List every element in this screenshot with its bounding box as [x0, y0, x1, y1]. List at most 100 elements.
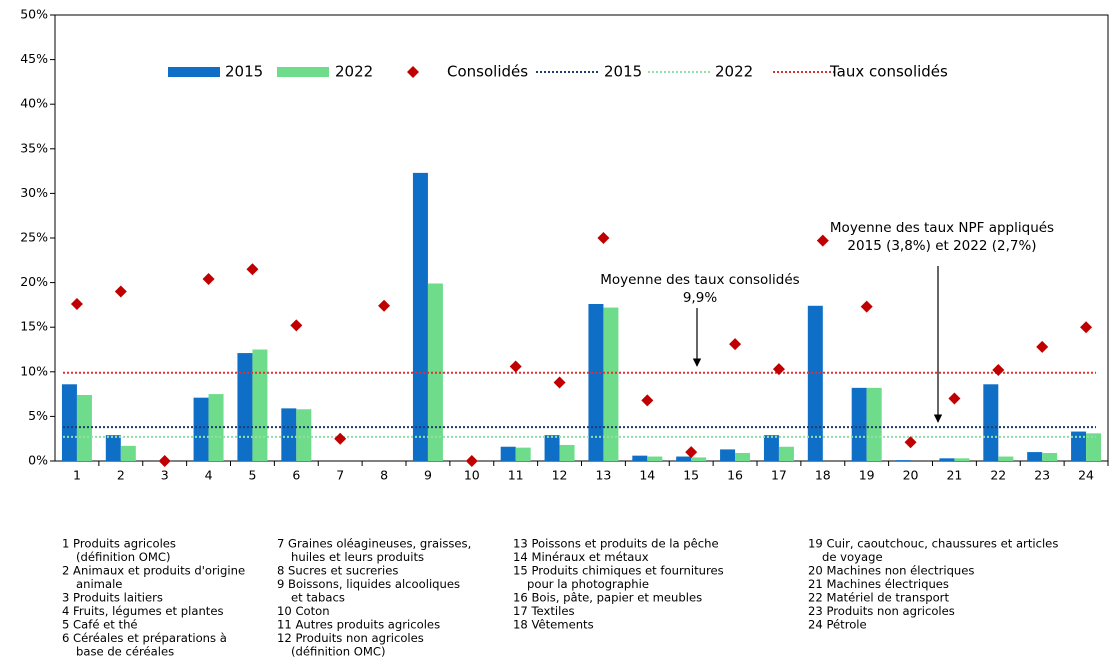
bar: [632, 455, 648, 461]
category-note: 12 Produits non agricoles: [277, 631, 424, 645]
category-note: 3 Produits laitiers: [62, 591, 163, 605]
bar: [281, 408, 297, 461]
y-tick-label: 0%: [28, 453, 48, 468]
category-note: 15 Produits chimiques et fournitures: [513, 564, 724, 578]
legend-swatch: [277, 67, 329, 77]
x-tick-label: 19: [859, 468, 875, 483]
diamond-marker: [158, 455, 171, 467]
bar: [105, 435, 121, 461]
category-note: 6 Céréales et préparations à: [62, 631, 227, 645]
bar: [252, 349, 268, 461]
bar: [895, 460, 911, 461]
category-note: 20 Machines non électriques: [808, 564, 974, 578]
bar: [778, 446, 794, 461]
category-note: 2 Animaux et produits d'origine: [62, 564, 245, 578]
x-tick-label: 5: [248, 468, 256, 483]
y-tick-label: 35%: [20, 140, 48, 155]
x-tick-label: 24: [1078, 468, 1094, 483]
bar: [237, 353, 253, 461]
diamond-marker: [1080, 321, 1093, 334]
bar: [1042, 452, 1058, 461]
diamond-marker: [992, 364, 1005, 377]
x-tick-label: 21: [946, 468, 962, 483]
diamond-marker: [597, 232, 610, 244]
category-note: 13 Poissons et produits de la pêche: [513, 537, 719, 551]
diamond-marker: [860, 300, 873, 313]
bar: [120, 445, 136, 461]
legend-label: 2022: [335, 63, 373, 81]
x-tick-label: 12: [552, 468, 568, 483]
y-tick-label: 45%: [20, 51, 48, 66]
category-note: 7 Graines oléagineuses, graisses,: [277, 537, 471, 551]
annotation: 2015 (3,8%) et 2022 (2,7%): [847, 238, 1036, 254]
annotation: 9,9%: [683, 290, 717, 306]
bar: [61, 384, 77, 461]
bar: [1027, 452, 1043, 461]
diamond-marker: [114, 285, 127, 298]
diamond-marker: [509, 360, 522, 373]
bar: [851, 387, 867, 461]
category-note: 17 Textiles: [513, 604, 575, 618]
diamond-marker: [553, 376, 566, 389]
bar: [998, 456, 1014, 461]
bar: [763, 435, 779, 461]
x-tick-label: 6: [292, 468, 300, 483]
bar: [193, 397, 209, 461]
x-tick-label: 20: [903, 468, 919, 483]
category-note: huiles et leurs produits: [291, 550, 424, 564]
bar: [603, 307, 619, 461]
category-note: 21 Machines électriques: [808, 577, 949, 591]
diamond-marker: [772, 363, 785, 376]
bar: [983, 384, 999, 461]
diamond-marker: [904, 436, 917, 449]
diamond-marker: [729, 338, 742, 351]
category-note: base de céréales: [76, 645, 174, 659]
category-note: et tabacs: [291, 591, 345, 605]
bar: [866, 387, 882, 461]
legend-label: 2015: [604, 63, 642, 81]
bar: [1071, 431, 1087, 461]
legend-label: Taux consolidés: [829, 63, 948, 81]
x-tick-label: 22: [990, 468, 1006, 483]
category-note: 11 Autres produits agricoles: [277, 618, 440, 632]
category-note: 10 Coton: [277, 604, 330, 618]
diamond-marker: [465, 455, 478, 467]
x-tick-label: 2: [117, 468, 125, 483]
bar: [735, 452, 751, 461]
y-tick-label: 50%: [20, 7, 48, 22]
y-tick-label: 5%: [28, 408, 48, 423]
diamond-marker: [685, 446, 698, 459]
x-tick-label: 7: [336, 468, 344, 483]
bar: [676, 456, 692, 461]
category-note: 1 Produits agricoles: [62, 537, 176, 551]
y-tick-label: 15%: [20, 319, 48, 334]
diamond-marker: [290, 319, 303, 332]
y-tick-label: 25%: [20, 230, 48, 245]
diamond-marker: [70, 298, 83, 311]
x-tick-label: 11: [508, 468, 524, 483]
diamond-marker: [246, 263, 259, 276]
bar: [1086, 433, 1102, 461]
bar: [720, 449, 736, 461]
category-note: pour la photographie: [527, 577, 649, 591]
diamond-marker: [378, 299, 391, 312]
bar: [807, 305, 823, 461]
x-tick-label: 4: [205, 468, 213, 483]
bar: [647, 456, 663, 461]
category-note: 14 Minéraux et métaux: [513, 550, 649, 564]
y-tick-label: 40%: [20, 96, 48, 111]
category-note: 4 Fruits, légumes et plantes: [62, 604, 224, 618]
diamond-marker: [948, 392, 961, 405]
category-note: 16 Bois, pâte, papier et meubles: [513, 591, 702, 605]
legend-label: Consolidés: [447, 63, 528, 81]
diamond-marker: [816, 234, 829, 247]
x-tick-label: 17: [771, 468, 787, 483]
legend-label: 2015: [225, 63, 263, 81]
category-note: 23 Produits non agricoles: [808, 604, 955, 618]
bar: [412, 172, 428, 461]
diamond-marker: [641, 394, 654, 407]
x-tick-label: 9: [424, 468, 432, 483]
y-tick-label: 20%: [20, 274, 48, 289]
x-tick-label: 10: [464, 468, 480, 483]
